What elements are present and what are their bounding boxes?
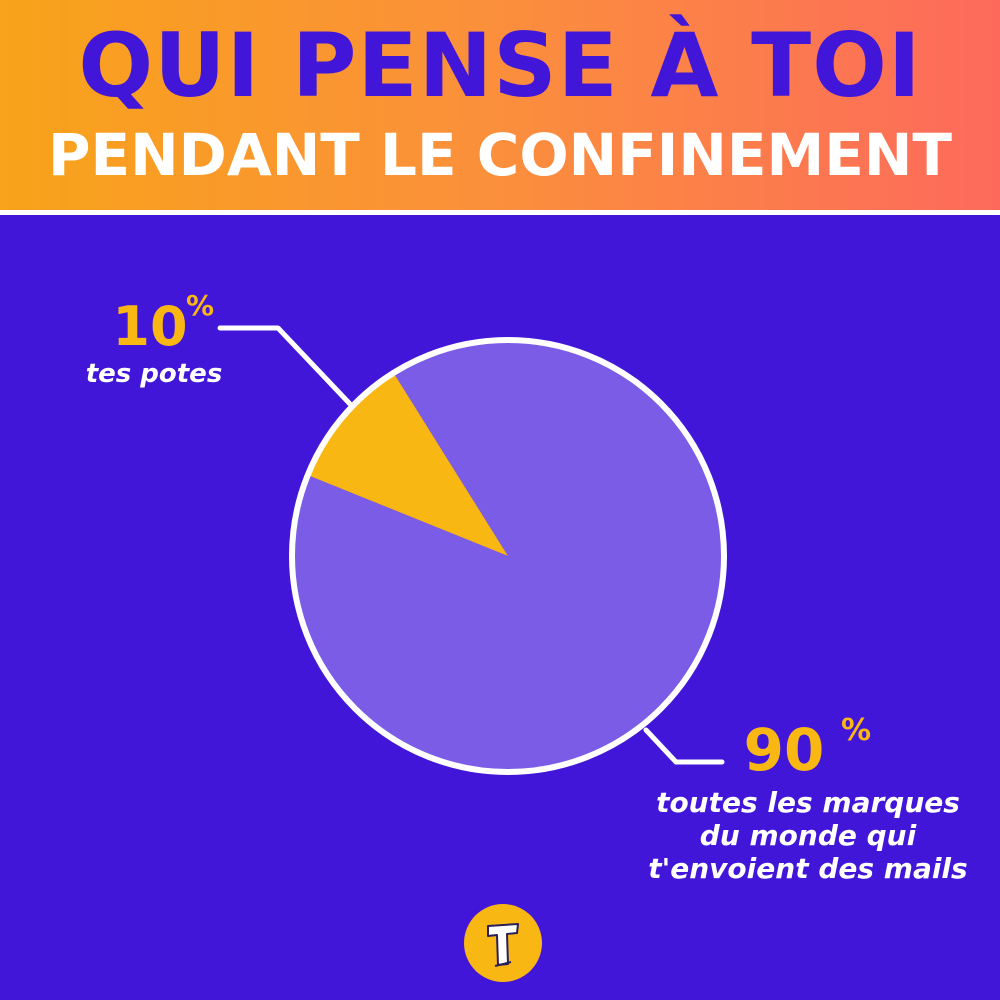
slice-label-brands-line-2: du monde qui [700, 819, 917, 852]
t-letter-logo-icon [487, 923, 519, 967]
pie-slices-group [289, 337, 727, 775]
header-banner: QUI PENSE À TOI PENDANT LE CONFINEMENT [0, 0, 1000, 215]
slice-label-brands-line-1: toutes les marques [656, 786, 960, 819]
slice-value-friends: 10 [112, 295, 187, 358]
slice-percent-sign-friends: % [186, 289, 214, 322]
brand-logo [464, 904, 542, 982]
page-title: QUI PENSE À TOI [78, 14, 922, 117]
leader-line-brands [643, 727, 725, 765]
slice-value-brands: 90 [744, 716, 825, 784]
slice-percent-sign-brands: % [841, 713, 871, 748]
page-subtitle: PENDANT LE CONFINEMENT [48, 121, 952, 189]
slice-label-brands-line-3: t'envoient des mails [648, 852, 967, 885]
pie-outline [289, 337, 727, 775]
pie-slice-friends [307, 372, 508, 556]
slice-label-friends: tes potes [86, 359, 223, 389]
leader-line-friends [217, 325, 353, 407]
